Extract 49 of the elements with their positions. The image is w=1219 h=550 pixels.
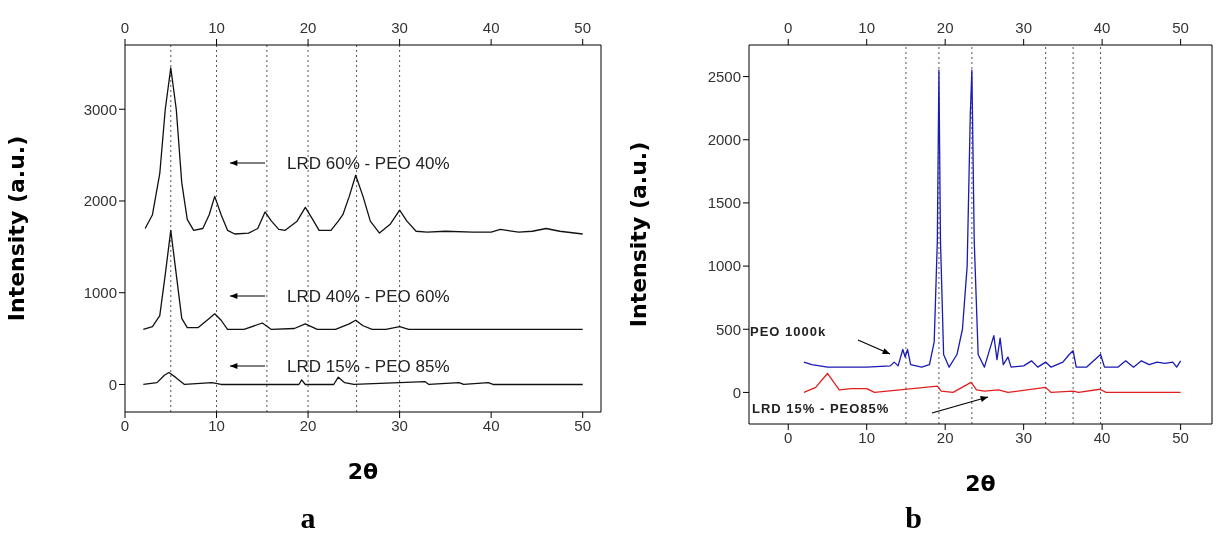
y-tick-label: 2500 [707,67,741,85]
y-tick-label: 1000 [83,284,117,302]
text: a [299,501,317,534]
line-series [803,372,1182,394]
x-tick-label: 10 [208,416,225,434]
x2-tick-label: 20 [299,19,317,36]
y-axis-title: Intensity (a.u.) [625,141,651,328]
y-tick-label: 3000 [83,100,117,118]
x-tick-label: 30 [391,416,408,434]
x-tick-label: 0 [784,428,793,446]
x-tick-label: 40 [1093,428,1111,446]
x-axis-title: 2θ [965,471,996,496]
x2-tick-label: 10 [858,19,876,36]
x-tick-label: 0 [120,416,130,434]
x2-tick-label: 40 [482,19,500,36]
x-tick-label: 10 [858,428,876,446]
y-tick-label: 1000 [707,257,741,275]
annotation: LRD 15% - PEO85% [752,400,890,418]
x2-tick-label: 30 [1015,19,1032,36]
x-tick-label: 40 [482,416,500,434]
x2-tick-label: 10 [208,19,225,36]
x-tick-label: 20 [936,428,954,446]
x2-tick-label: 0 [120,19,130,36]
annotation: LRD 60% - PEO 40% [287,154,450,173]
x2-tick-label: 30 [391,19,408,36]
x2-tick-label: 20 [936,19,954,36]
line-series [142,229,584,331]
annotation: LRD 40% - PEO 60% [287,287,450,306]
x-tick-label: 30 [1015,428,1032,446]
line-series [144,67,584,235]
x-tick-label: 20 [299,416,317,434]
annotation: PEO 1000k [750,323,827,341]
y-tick-label: 0 [732,383,741,401]
y-tick-label: 2000 [83,192,117,210]
y-tick-label: 2000 [707,131,741,149]
x2-tick-label: 0 [784,19,793,36]
x2-tick-label: 50 [1172,19,1189,36]
x-axis-title: 2θ [347,459,379,484]
x-tick-label: 50 [574,416,592,434]
annotation: LRD 15% - PEO 85% [287,357,450,376]
y-axis-title: Intensity (a.u.) [3,135,29,322]
x2-tick-label: 40 [1093,19,1111,36]
x2-tick-label: 50 [574,19,592,36]
x-tick-label: 50 [1172,428,1189,446]
y-tick-label: 0 [108,375,117,393]
text: b [904,501,923,534]
line-series [142,371,584,386]
y-tick-label: 500 [715,320,741,338]
y-tick-label: 1500 [707,194,741,212]
